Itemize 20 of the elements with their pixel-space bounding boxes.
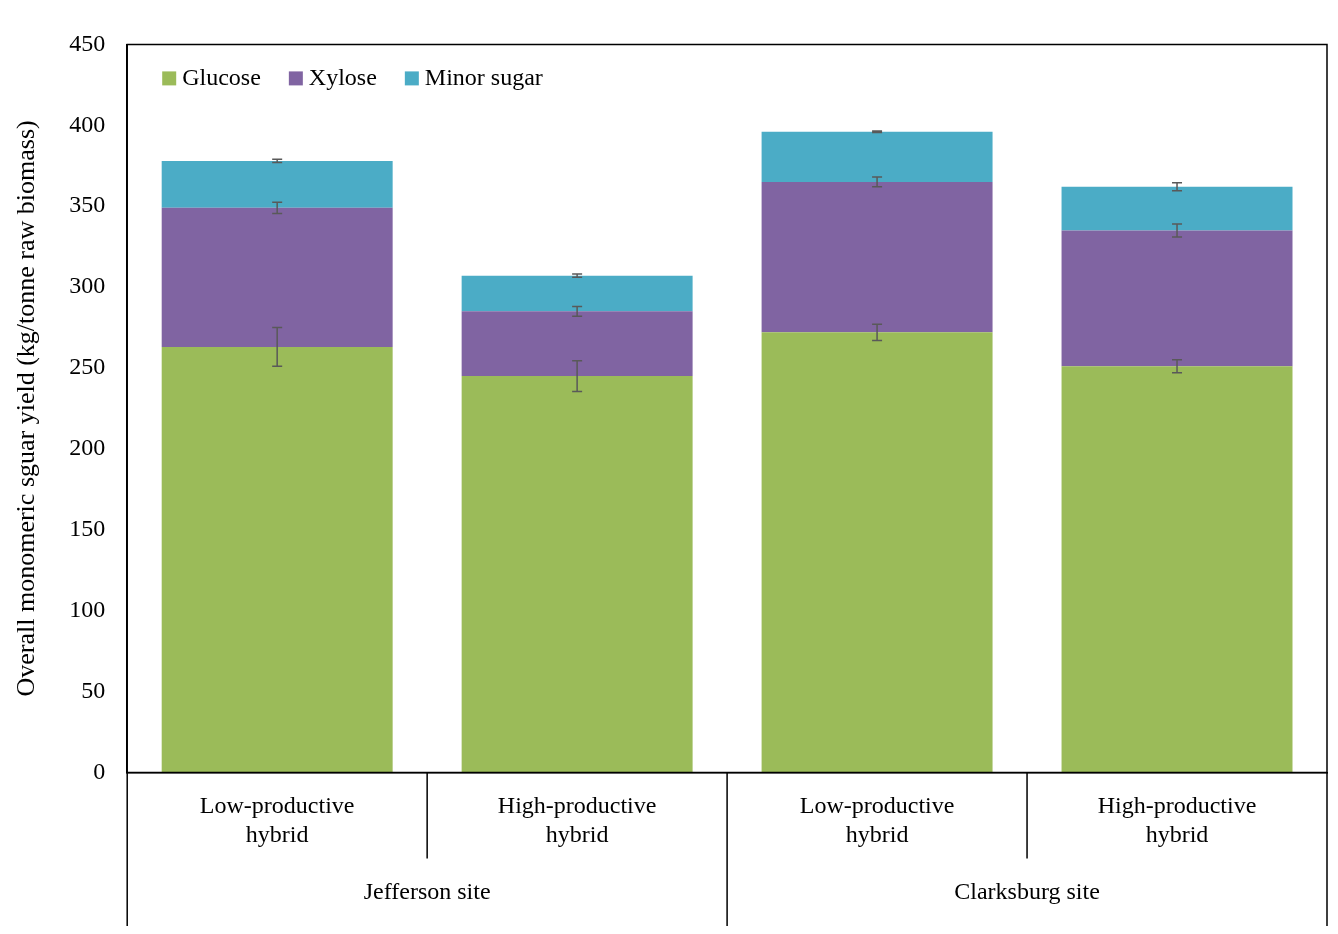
y-tick-label: 250 (69, 353, 106, 380)
y-tick-label: 350 (69, 191, 106, 218)
legend-label: Minor sugar (424, 63, 543, 90)
legend-label: Glucose (182, 63, 261, 90)
y-tick-label: 100 (69, 595, 106, 622)
y-tick-label: 200 (69, 434, 106, 461)
y-tick-label: 0 (93, 757, 106, 784)
x-tick-label: Low-productive hybrid (199, 792, 355, 847)
y-axis-title: Overall monomeric sguar yield (kg/tonne raw biomass) (11, 120, 41, 697)
y-tick-label: 300 (69, 272, 106, 299)
x-tick-label: Low-productive hybrid (799, 792, 955, 847)
y-tick-label: 150 (69, 515, 106, 542)
text: Jefferson site (363, 877, 491, 904)
legend-label: Xylose (308, 63, 377, 90)
y-tick-label: 50 (81, 676, 106, 703)
x-tick-label: High-productive hybrid (1097, 792, 1257, 847)
text: Clarksburg site (954, 877, 1100, 904)
x-tick-label: High-productive hybrid (497, 792, 657, 847)
y-tick-label: 450 (69, 29, 106, 56)
y-tick-label: 400 (69, 110, 106, 137)
